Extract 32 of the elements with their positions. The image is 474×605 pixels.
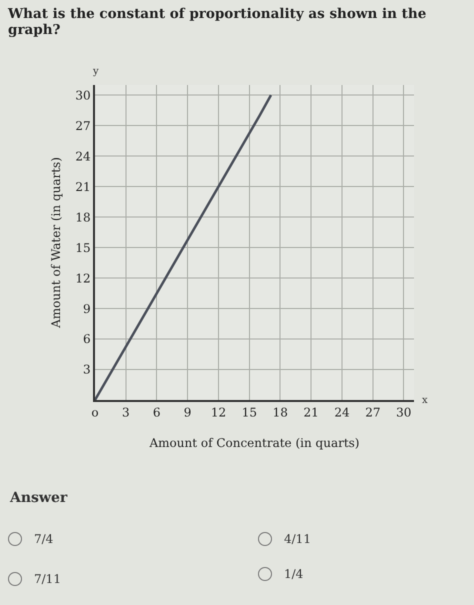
y-axis-title: Amount of Water (in quarts) <box>49 157 63 329</box>
x-tick-label: 9 <box>184 405 192 420</box>
x-tick-label: o <box>91 405 99 420</box>
y-tick-label: 30 <box>75 88 91 102</box>
y-tick-label: 3 <box>82 362 91 377</box>
x-axis-title: Amount of Concentrate (in quarts) <box>148 436 360 450</box>
text: Answer <box>10 490 68 506</box>
y-tick-label: 27 <box>75 118 91 133</box>
x-tick-label: 3 <box>122 405 130 420</box>
x-tick-label: 30 <box>396 405 412 420</box>
text: 1/4 <box>284 567 304 581</box>
x-tick-label: 18 <box>272 405 288 420</box>
text: 4/11 <box>284 532 311 546</box>
x-tick-label: 21 <box>303 405 319 420</box>
text: 7/4 <box>34 532 54 546</box>
x-tick-label: 12 <box>210 405 226 420</box>
y-tick-label: 9 <box>82 302 91 316</box>
x-tick-label: 6 <box>152 405 161 420</box>
y-tick-label: 24 <box>75 149 91 164</box>
y-tick-label: 12 <box>75 271 91 286</box>
x-tick-label: 24 <box>334 405 350 420</box>
chart-title: What is the constant of proportionality as shown in the graph? <box>8 6 428 38</box>
y-tick-label: 6 <box>82 332 91 346</box>
x-tick-label: 15 <box>242 405 257 420</box>
x-tick-label: 27 <box>365 405 380 420</box>
y-tick-label: 21 <box>75 180 91 194</box>
text: x <box>422 395 428 406</box>
line-series <box>95 94 272 400</box>
y-tick-label: 18 <box>75 210 91 224</box>
y-tick-label: 15 <box>75 240 91 255</box>
text: y <box>92 66 99 77</box>
text: 7/11 <box>34 572 61 586</box>
